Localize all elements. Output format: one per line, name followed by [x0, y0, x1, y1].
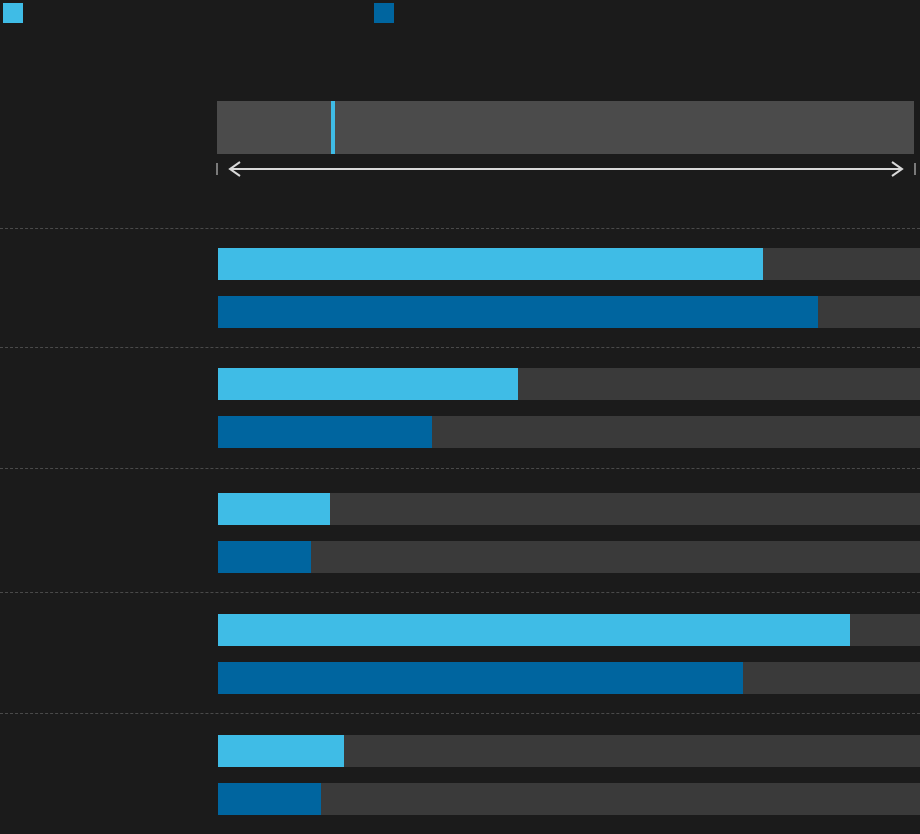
bar-track: [218, 416, 920, 448]
legend-swatch-series-a: [3, 3, 23, 23]
bar-series-a[interactable]: [218, 735, 344, 767]
bar-track: [218, 735, 920, 767]
row-divider: [0, 592, 920, 593]
legend-swatch-series-b: [374, 3, 394, 23]
overview-track[interactable]: [217, 101, 914, 154]
overview-marker[interactable]: [331, 101, 335, 154]
bar-series-b[interactable]: [218, 416, 432, 448]
range-arrowhead-right: [891, 161, 904, 177]
bar-series-a[interactable]: [218, 614, 850, 646]
bar-track: [218, 296, 920, 328]
bar-series-b[interactable]: [218, 783, 321, 815]
bar-series-b[interactable]: [218, 296, 818, 328]
bar-series-b[interactable]: [218, 541, 311, 573]
bar-track: [218, 783, 920, 815]
range-arrowhead-left: [228, 161, 241, 177]
bar-track: [218, 662, 920, 694]
row-divider: [0, 468, 920, 469]
row-divider: [0, 228, 920, 229]
bar-track: [218, 493, 920, 525]
bar-track: [218, 248, 920, 280]
bar-series-b[interactable]: [218, 662, 743, 694]
bar-series-a[interactable]: [218, 368, 518, 400]
bar-series-a[interactable]: [218, 248, 763, 280]
range-arrow: [216, 161, 916, 177]
bar-track: [218, 368, 920, 400]
row-divider: [0, 347, 920, 348]
row-divider: [0, 713, 920, 714]
bar-track: [218, 541, 920, 573]
bar-track: [218, 614, 920, 646]
bar-series-a[interactable]: [218, 493, 330, 525]
